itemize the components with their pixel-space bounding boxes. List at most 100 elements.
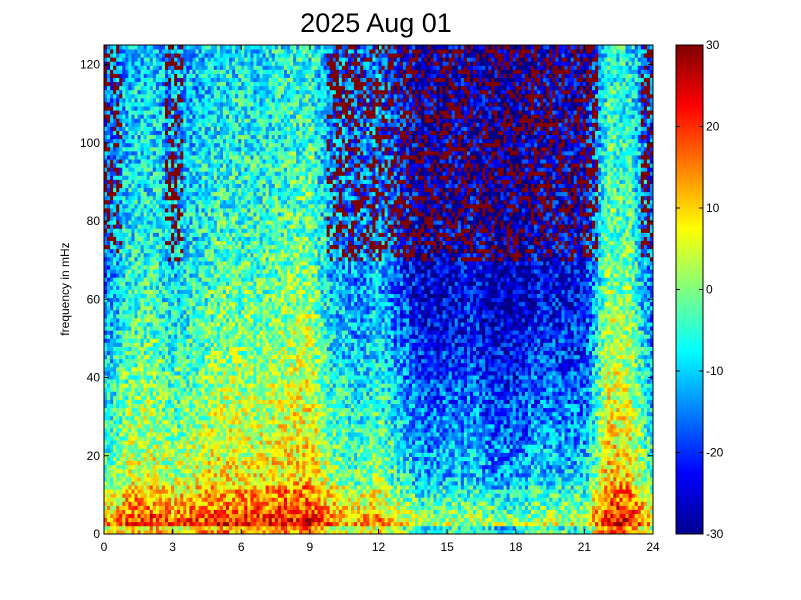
heatmap-cell xyxy=(113,212,116,216)
heatmap-cell xyxy=(217,65,220,69)
heatmap-cell xyxy=(211,444,214,448)
heatmap-cell xyxy=(107,200,110,204)
heatmap-cell xyxy=(214,285,217,289)
heatmap-cell xyxy=(153,216,156,220)
heatmap-cell xyxy=(119,514,122,518)
heatmap-cell xyxy=(128,253,131,257)
heatmap-cell xyxy=(119,135,122,139)
heatmap-cell xyxy=(162,514,165,518)
heatmap-cell xyxy=(116,318,119,322)
heatmap-cell xyxy=(226,351,229,355)
heatmap-cell xyxy=(202,501,205,505)
heatmap-cell xyxy=(180,330,183,334)
heatmap-cell xyxy=(150,265,153,269)
heatmap-cell xyxy=(214,110,217,114)
heatmap-cell xyxy=(189,432,192,436)
heatmap-cell xyxy=(189,408,192,412)
heatmap-cell xyxy=(168,505,171,509)
heatmap-cell xyxy=(135,294,138,298)
heatmap-cell xyxy=(199,481,202,485)
heatmap-cell xyxy=(196,298,199,302)
heatmap-cell xyxy=(186,184,189,188)
heatmap-cell xyxy=(180,196,183,200)
heatmap-cell xyxy=(186,232,189,236)
heatmap-cell xyxy=(192,400,195,404)
heatmap-cell xyxy=(186,273,189,277)
heatmap-cell xyxy=(180,367,183,371)
heatmap-cell xyxy=(165,306,168,310)
heatmap-cell xyxy=(202,290,205,294)
heatmap-cell xyxy=(131,379,134,383)
heatmap-cell xyxy=(211,82,214,86)
heatmap-cell xyxy=(208,273,211,277)
heatmap-cell xyxy=(180,90,183,94)
heatmap-cell xyxy=(217,98,220,102)
heatmap-cell xyxy=(189,163,192,167)
heatmap-cell xyxy=(192,505,195,509)
heatmap-cell xyxy=(144,265,147,269)
heatmap-cell xyxy=(199,359,202,363)
heatmap-cell xyxy=(189,518,192,522)
heatmap-cell xyxy=(144,453,147,457)
heatmap-cell xyxy=(183,322,186,326)
heatmap-cell xyxy=(196,45,199,49)
heatmap-cell xyxy=(156,57,159,61)
heatmap-cell xyxy=(150,298,153,302)
heatmap-cell xyxy=(177,257,180,261)
heatmap-cell xyxy=(138,237,141,241)
heatmap-cell xyxy=(180,127,183,131)
heatmap-cell xyxy=(125,269,128,273)
heatmap-cell xyxy=(110,90,113,94)
heatmap-cell xyxy=(186,114,189,118)
heatmap-cell xyxy=(110,188,113,192)
heatmap-cell xyxy=(104,371,107,375)
heatmap-cell xyxy=(174,489,177,493)
heatmap-cell xyxy=(183,510,186,514)
heatmap-cell xyxy=(153,461,156,465)
heatmap-cell xyxy=(119,45,122,49)
heatmap-cell xyxy=(116,220,119,224)
heatmap-cell xyxy=(119,314,122,318)
heatmap-cell xyxy=(128,196,131,200)
heatmap-cell xyxy=(153,265,156,269)
heatmap-cell xyxy=(223,232,226,236)
heatmap-cell xyxy=(171,379,174,383)
heatmap-cell xyxy=(113,351,116,355)
heatmap-cell xyxy=(153,127,156,131)
heatmap-cell xyxy=(141,273,144,277)
heatmap-cell xyxy=(153,432,156,436)
heatmap-cell xyxy=(220,318,223,322)
heatmap-cell xyxy=(147,269,150,273)
heatmap-cell xyxy=(147,440,150,444)
heatmap-cell xyxy=(156,505,159,509)
heatmap-cell xyxy=(189,245,192,249)
heatmap-cell xyxy=(189,334,192,338)
heatmap-cell xyxy=(202,477,205,481)
heatmap-cell xyxy=(205,404,208,408)
heatmap-cell xyxy=(144,65,147,69)
heatmap-cell xyxy=(186,497,189,501)
heatmap-cell xyxy=(214,135,217,139)
heatmap-cell xyxy=(183,518,186,522)
heatmap-cell xyxy=(223,265,226,269)
heatmap-cell xyxy=(226,228,229,232)
heatmap-cell xyxy=(174,404,177,408)
heatmap-cell xyxy=(116,147,119,151)
heatmap-cell xyxy=(138,163,141,167)
heatmap-cell xyxy=(217,408,220,412)
heatmap-cell xyxy=(180,61,183,65)
heatmap-cell xyxy=(174,49,177,53)
heatmap-cell xyxy=(159,212,162,216)
heatmap-cell xyxy=(119,253,122,257)
heatmap-cell xyxy=(199,318,202,322)
heatmap-cell xyxy=(189,147,192,151)
heatmap-cell xyxy=(150,65,153,69)
heatmap-cell xyxy=(199,469,202,473)
heatmap-cell xyxy=(199,188,202,192)
heatmap-cell xyxy=(138,501,141,505)
heatmap-cell xyxy=(131,114,134,118)
heatmap-cell xyxy=(153,391,156,395)
heatmap-cell xyxy=(192,269,195,273)
heatmap-cell xyxy=(208,135,211,139)
heatmap-cell xyxy=(110,514,113,518)
